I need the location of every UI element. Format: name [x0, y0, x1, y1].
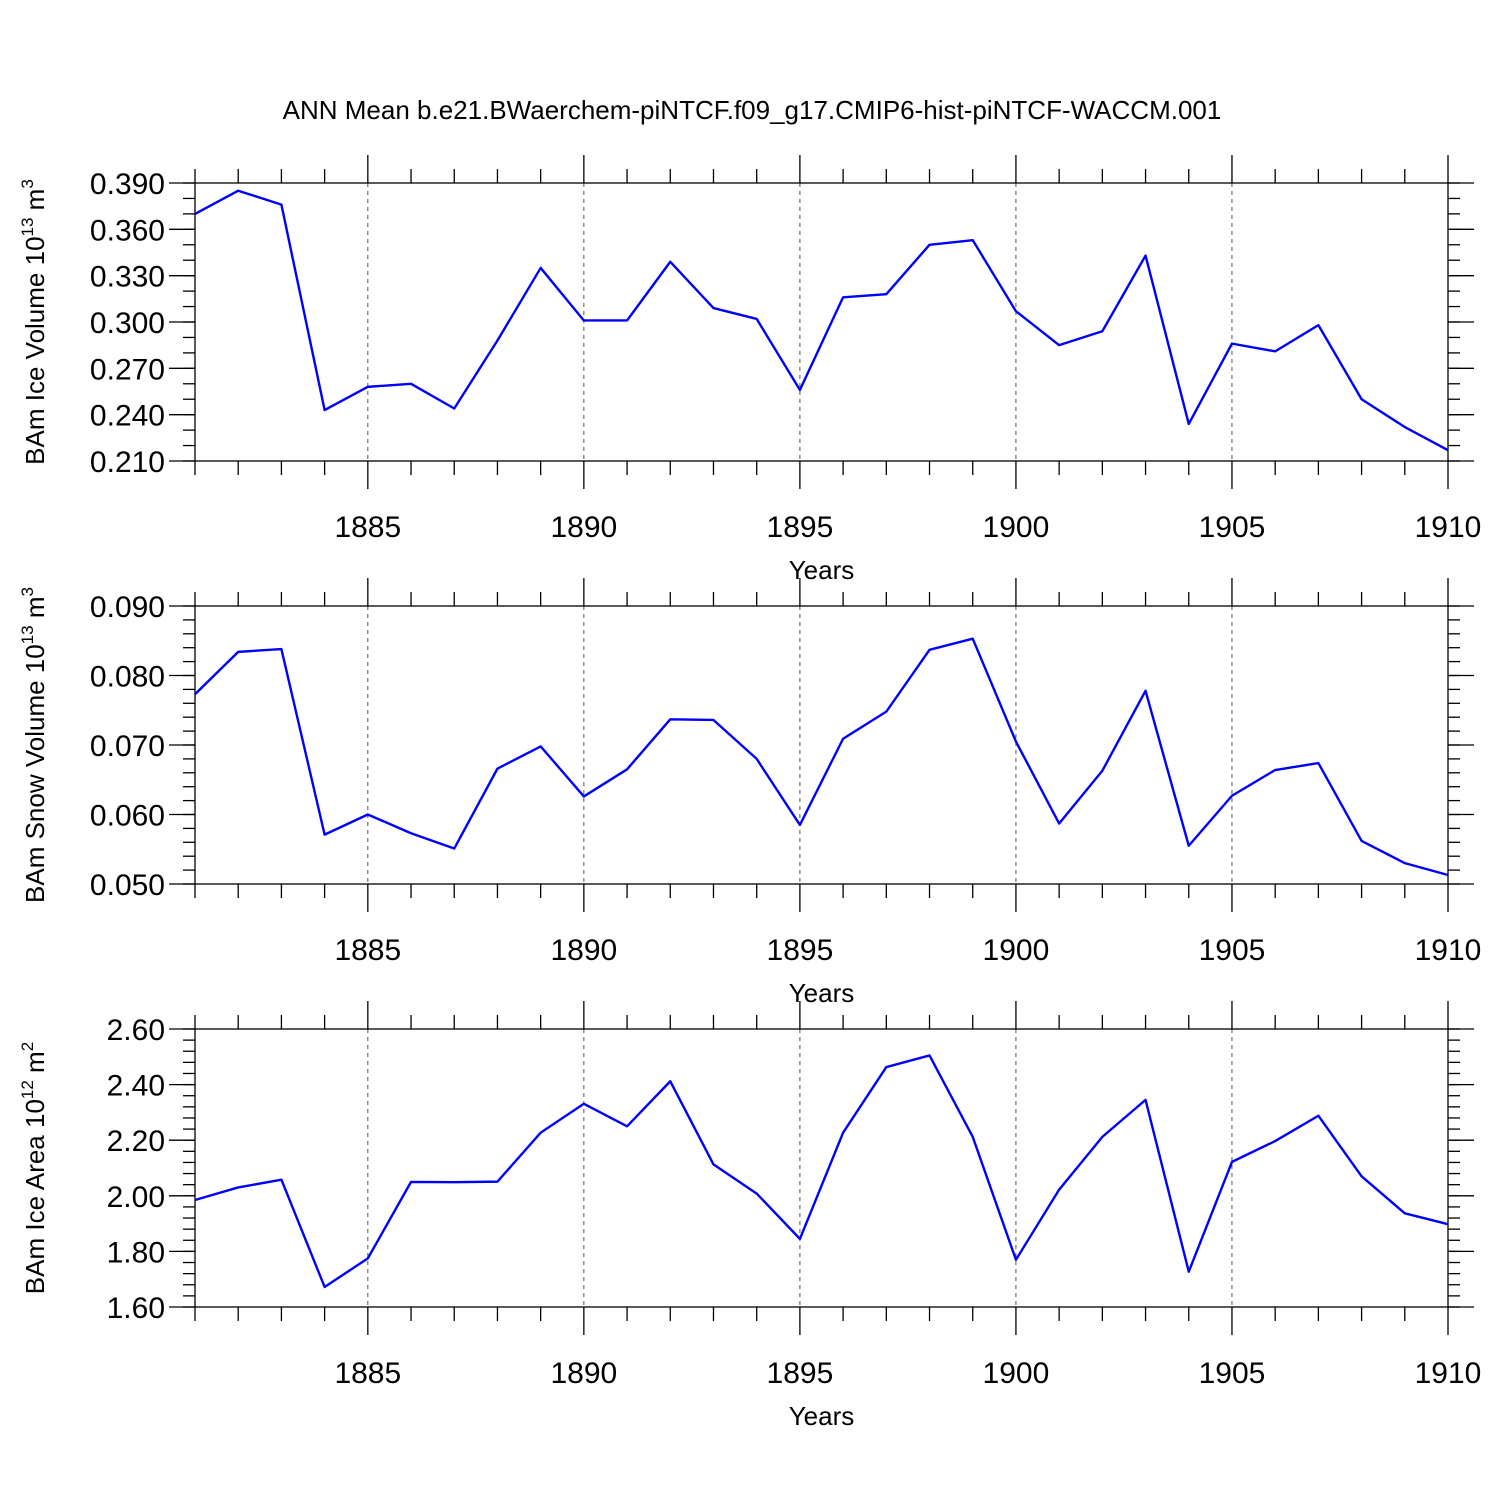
chart-panel-2: 0.090 0.080 0.070 0.060 0.050 1885 1890 1895 190… — [18, 578, 1481, 1008]
y-axis-title-main: BAm Ice Volume 10 — [20, 236, 50, 464]
y-axis-title-main: BAm Snow Volume 10 — [20, 644, 50, 903]
y-tick-label: 0.210 — [90, 446, 165, 479]
panels: 0.390 0.360 0.330 0.300 0.270 0.240 0.210 1885 1… — [18, 155, 1481, 1431]
x-tick-label: 1895 — [767, 511, 834, 544]
y-tick-label: 0.270 — [90, 353, 165, 386]
x-tick-label: 1910 — [1415, 934, 1482, 967]
y-axis-title-exponent: 13 — [18, 625, 37, 644]
x-tick-label: 1900 — [983, 511, 1050, 544]
y-axis-title: BAm Ice Area 1012 m2 — [18, 1042, 50, 1294]
y-axis-title: BAm Snow Volume 1013 m3 — [18, 587, 50, 903]
x-axis-title: Years — [789, 1401, 855, 1431]
x-tick-label: 1890 — [550, 1357, 617, 1390]
x-tick-label: 1890 — [550, 934, 617, 967]
chart-panel-1: 0.390 0.360 0.330 0.300 0.270 0.240 0.210 1885 1… — [18, 155, 1481, 585]
y-tick-label: 0.090 — [90, 591, 165, 624]
x-axis-title: Years — [789, 978, 855, 1008]
y-tick-label: 2.00 — [107, 1181, 165, 1214]
y-tick-label: 1.60 — [107, 1292, 165, 1325]
y-axis-title-exponent: 12 — [18, 1080, 37, 1099]
x-tick-label: 1890 — [550, 511, 617, 544]
x-axis-title: Years — [789, 555, 855, 585]
y-tick-label: 0.330 — [90, 261, 165, 294]
y-axis-title-unit: m — [20, 596, 50, 625]
x-tick-label: 1900 — [983, 1357, 1050, 1390]
y-tick-label: 0.240 — [90, 400, 165, 433]
y-tick-label: 0.060 — [90, 800, 165, 833]
y-axis-title: BAm Ice Volume 1013 m3 — [18, 179, 50, 465]
y-axis-title-unit-exponent: 3 — [18, 587, 37, 596]
series-line — [194, 189, 1449, 452]
plot-frame — [194, 182, 1449, 462]
y-axis-title-unit-exponent: 2 — [18, 1042, 37, 1051]
x-tick-label: 1905 — [1199, 934, 1266, 967]
x-tick-label: 1910 — [1415, 511, 1482, 544]
x-tick-label: 1885 — [334, 934, 401, 967]
y-axis-title-unit-exponent: 3 — [18, 179, 37, 188]
series-line — [194, 1054, 1449, 1289]
series-line — [194, 637, 1449, 877]
y-tick-label: 0.070 — [90, 730, 165, 763]
y-tick-label: 2.60 — [107, 1014, 165, 1047]
plot-frame — [194, 605, 1449, 885]
y-tick-label: 0.300 — [90, 307, 165, 340]
y-tick-label: 2.20 — [107, 1125, 165, 1158]
y-tick-label: 0.360 — [90, 214, 165, 247]
x-tick-label: 1885 — [334, 511, 401, 544]
plot-frame — [194, 1028, 1449, 1308]
y-tick-label: 0.050 — [90, 869, 165, 902]
y-tick-label: 2.40 — [107, 1070, 165, 1103]
y-tick-label: 0.080 — [90, 661, 165, 694]
figure-title: ANN Mean b.e21.BWaerchem-piNTCF.f09_g17.… — [283, 95, 1222, 125]
chart-panel-3: 2.60 2.40 2.20 2.00 1.80 1.60 1885 1890 1895 1900… — [18, 1001, 1481, 1431]
y-axis-title-unit: m — [20, 189, 50, 218]
y-tick-label: 1.80 — [107, 1236, 165, 1269]
x-tick-label: 1905 — [1199, 511, 1266, 544]
y-tick-label: 0.390 — [90, 168, 165, 201]
y-axis-title-main: BAm Ice Area 10 — [20, 1099, 50, 1294]
y-axis-title-unit: m — [20, 1051, 50, 1080]
x-tick-label: 1905 — [1199, 1357, 1266, 1390]
x-tick-label: 1895 — [767, 934, 834, 967]
y-axis-title-exponent: 13 — [18, 218, 37, 237]
x-tick-label: 1910 — [1415, 1357, 1482, 1390]
x-tick-label: 1885 — [334, 1357, 401, 1390]
x-tick-label: 1895 — [767, 1357, 834, 1390]
x-tick-label: 1900 — [983, 934, 1050, 967]
